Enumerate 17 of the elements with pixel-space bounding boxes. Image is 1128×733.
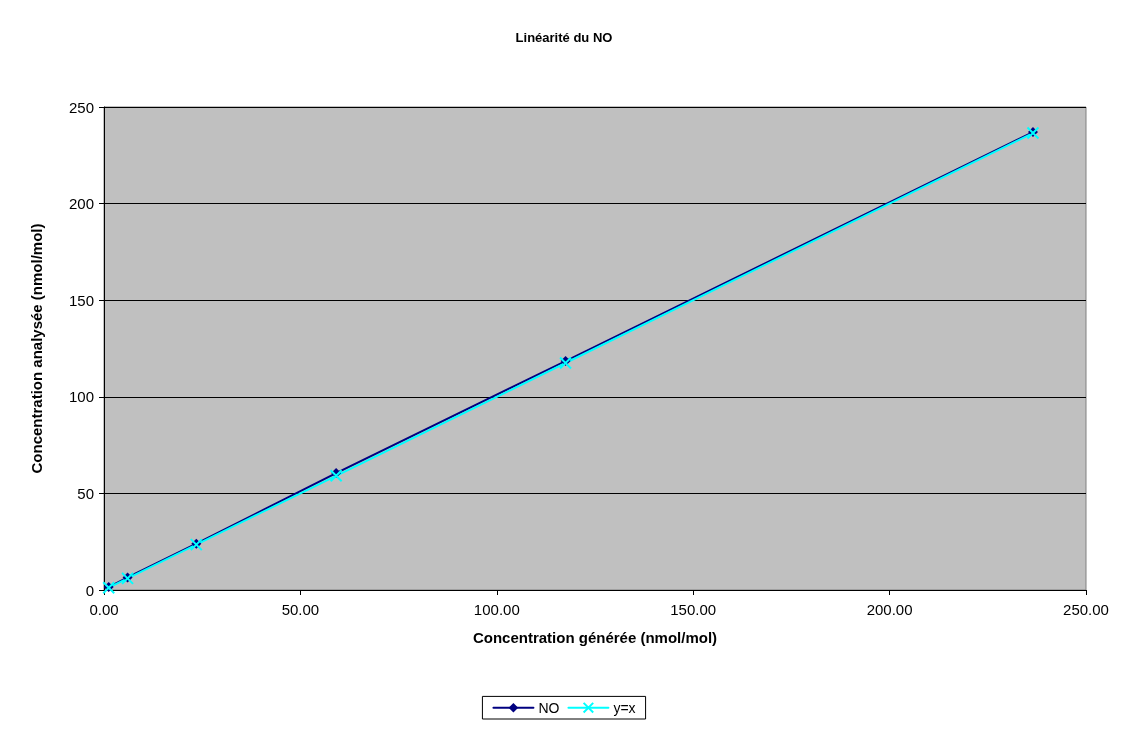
y-axis-title: Concentration analysée (nmol/mol) bbox=[28, 223, 45, 474]
y-tick-label: 250 bbox=[68, 98, 94, 116]
x-tick-label: 100.00 bbox=[473, 601, 520, 618]
y-tick-label: 50 bbox=[77, 484, 94, 502]
y-tick-label: 0 bbox=[85, 581, 94, 599]
y-tick-label: 200 bbox=[68, 195, 94, 213]
x-tick-label: 50.00 bbox=[281, 601, 320, 618]
y-tick-label: 100 bbox=[68, 388, 94, 406]
chart-title: Linéarité du NO bbox=[515, 30, 613, 45]
y-tick-label: 150 bbox=[68, 291, 94, 309]
legend-label: y=x bbox=[613, 699, 636, 716]
x-tick-label: 200.00 bbox=[866, 601, 913, 618]
legend-label: NO bbox=[538, 699, 560, 716]
x-tick-label: 150.00 bbox=[670, 601, 717, 618]
x-tick-label: 0.00 bbox=[89, 601, 119, 618]
x-tick-label: 250.00 bbox=[1063, 601, 1109, 618]
x-axis-title: Concentration générée (nmol/mol) bbox=[472, 629, 718, 646]
